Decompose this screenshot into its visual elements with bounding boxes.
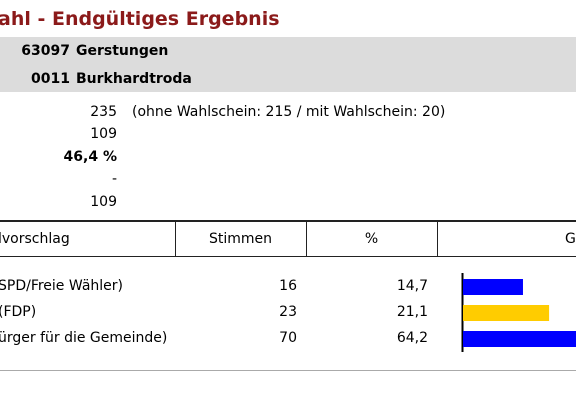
- column-header: Stimmen: [208, 231, 273, 247]
- table-header: lvorschlag Stimmen % G: [0, 220, 576, 257]
- voters: 109: [90, 126, 117, 142]
- region-name: Gerstungen: [76, 43, 169, 59]
- party-name: ürger für die Gemeinde): [0, 330, 168, 346]
- percent: 21,1: [396, 304, 428, 320]
- percent: 14,7: [396, 278, 428, 294]
- party-name: (FDP): [0, 304, 37, 320]
- district-name: Burkhardtroda: [76, 71, 192, 87]
- eligible: 235: [90, 104, 117, 120]
- region-band: 63097 Gerstungen 0011 Burkhardtroda: [0, 37, 576, 92]
- party-name: SPD/Freie Wähler): [0, 278, 123, 294]
- eligible-note: (ohne Wahlschein: 215 / mit Wahlschein: …: [132, 104, 446, 120]
- region-code: 63097: [21, 43, 70, 59]
- bar: [463, 279, 523, 295]
- percent: 64,2: [396, 330, 428, 346]
- bar-area: [461, 273, 576, 352]
- column-header: lvorschlag: [0, 231, 70, 247]
- bar: [463, 331, 576, 347]
- turnout: 46,4 %: [63, 149, 117, 165]
- bar: [463, 305, 550, 321]
- invalid: -: [111, 171, 117, 187]
- column-header: %: [364, 231, 379, 247]
- valid: 109: [90, 194, 117, 210]
- page-title: ahl - Endgültiges Ergebnis: [0, 8, 280, 30]
- column-header: G: [565, 231, 576, 247]
- votes: 23: [279, 304, 297, 320]
- votes: 16: [279, 278, 297, 294]
- district-code: 0011: [31, 71, 70, 87]
- votes: 70: [279, 330, 297, 346]
- footer-line: [0, 370, 576, 371]
